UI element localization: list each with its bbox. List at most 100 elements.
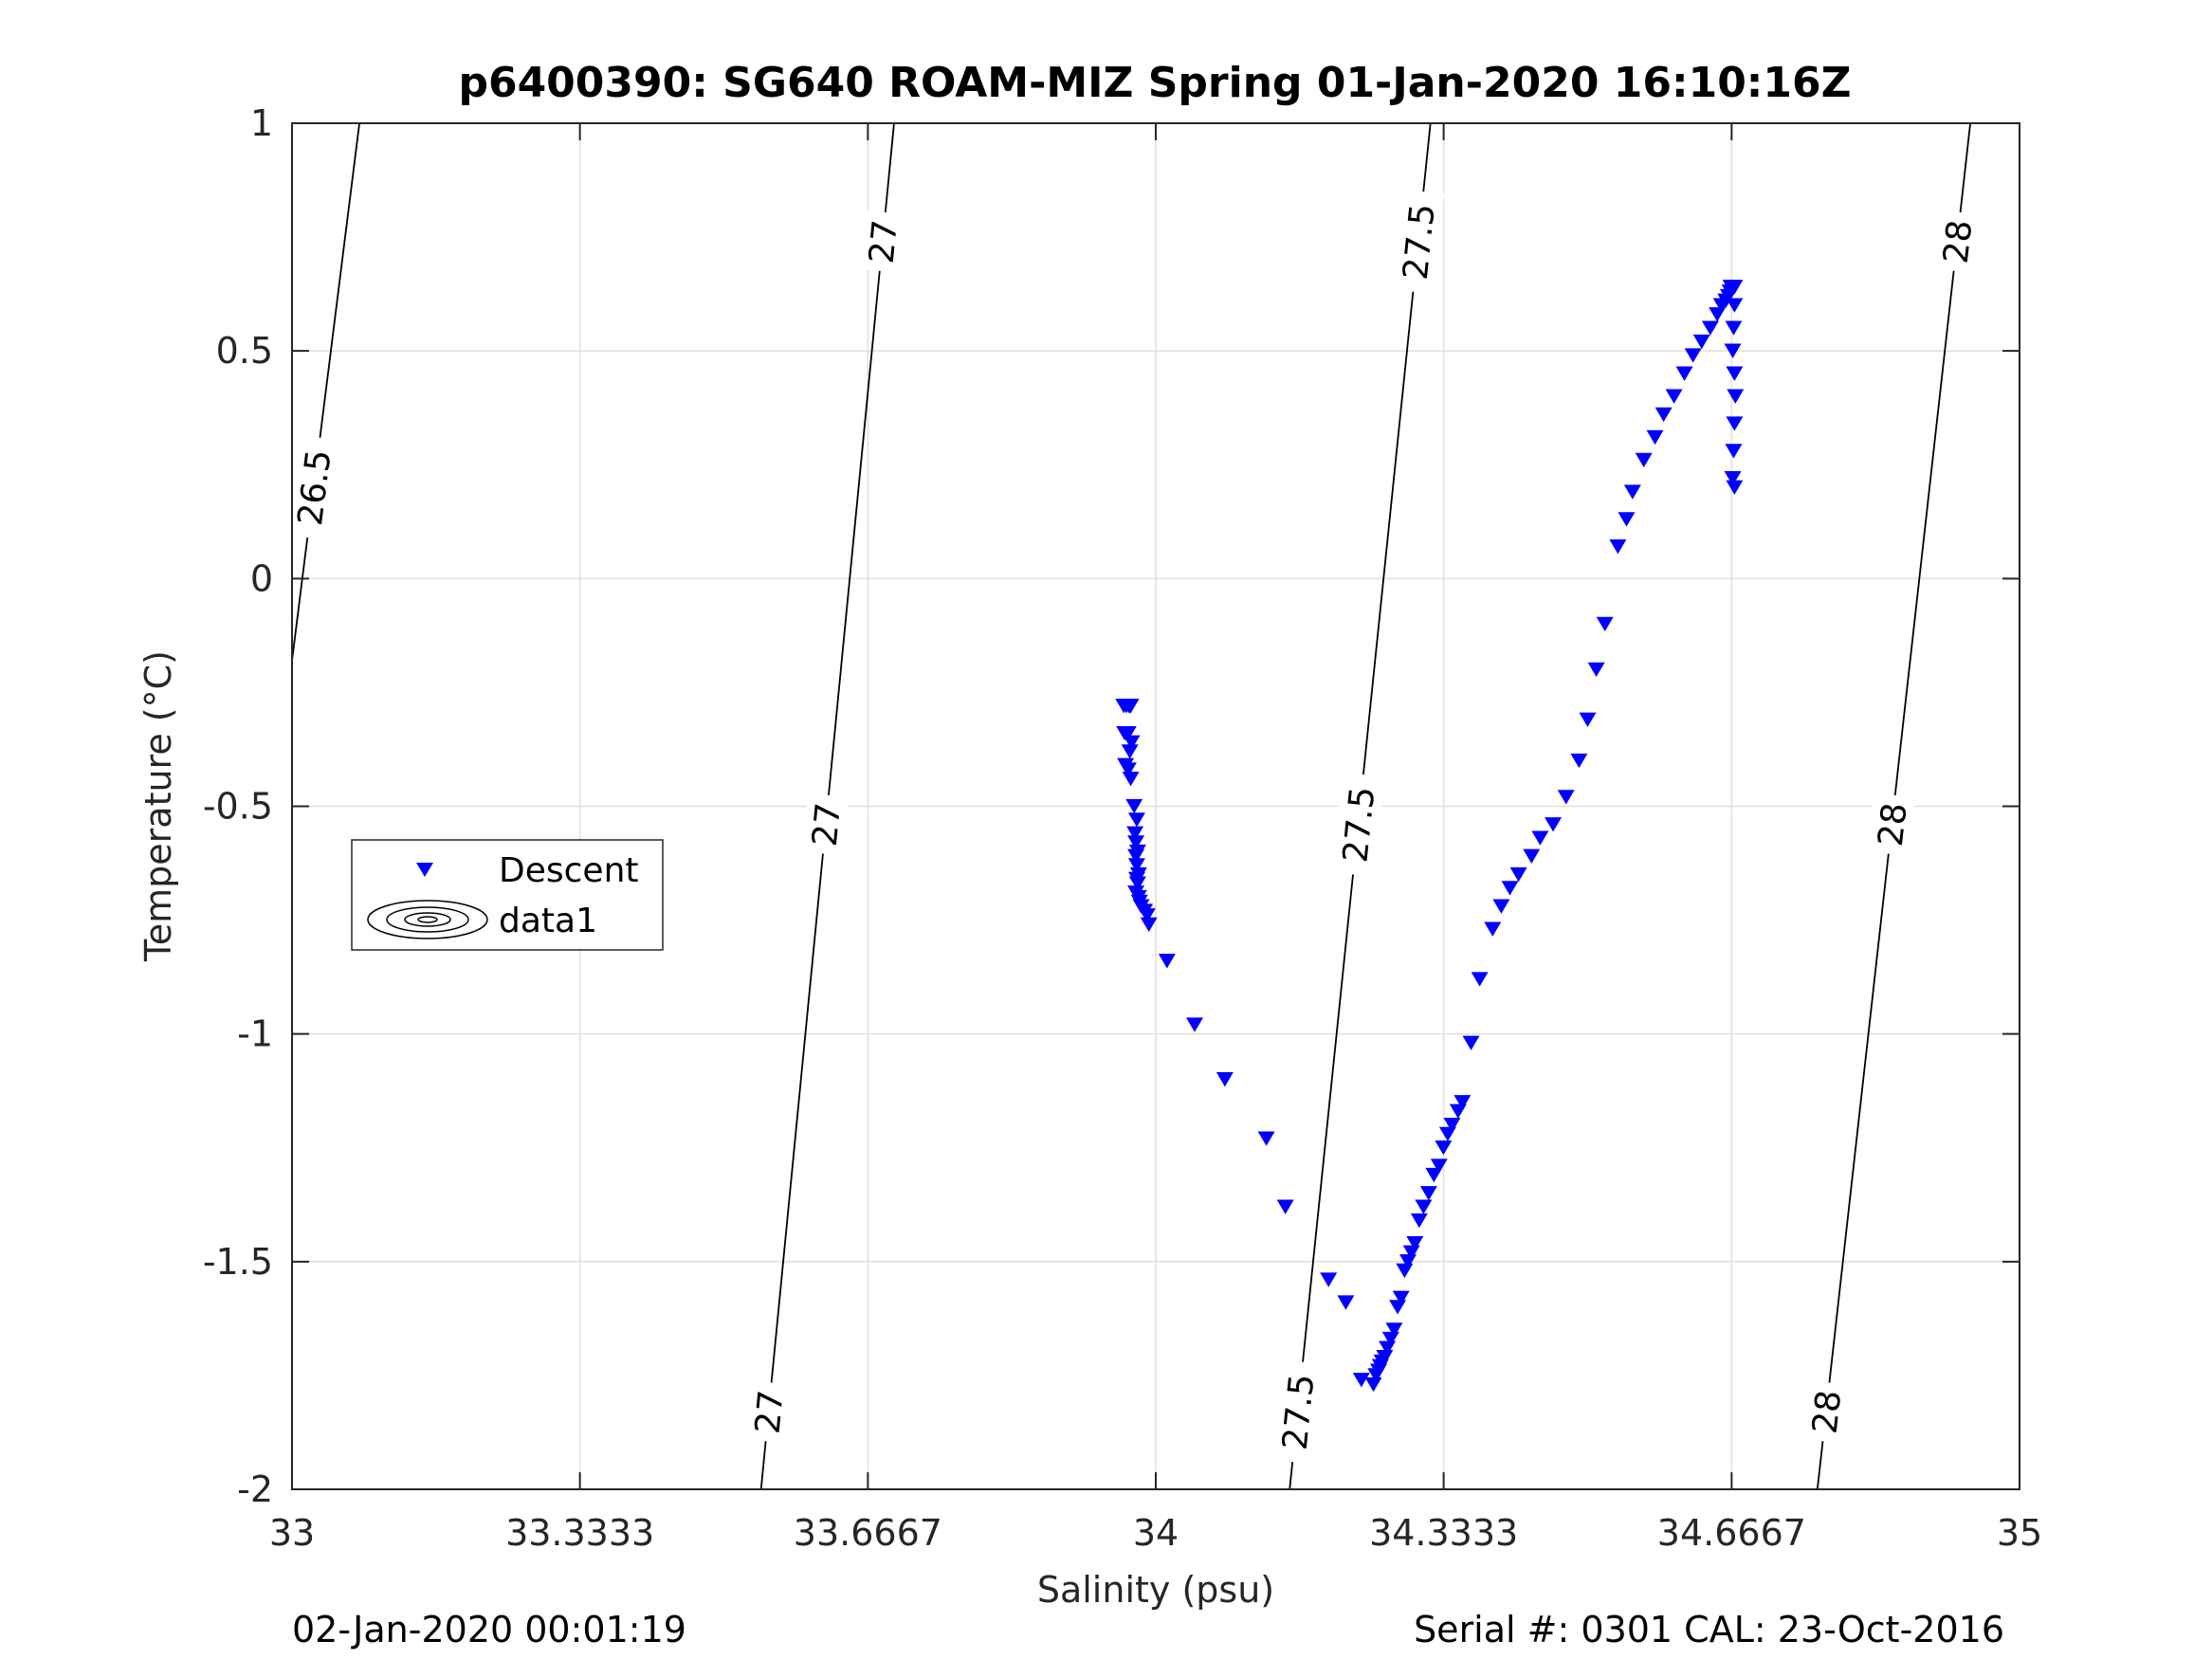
descent-point [1127, 858, 1145, 873]
descent-point [1352, 1373, 1370, 1388]
y-tick-label: -0.5 [203, 786, 273, 828]
descent-point [1140, 917, 1158, 933]
legend-descent-marker [416, 863, 433, 877]
descent-point [1138, 908, 1156, 923]
x-tick-label: 34.6667 [1657, 1512, 1806, 1554]
descent-point [1726, 480, 1744, 495]
descent-point [1501, 881, 1519, 896]
legend-label-descent: Descent [499, 851, 639, 890]
chart-title: p6400390: SG640 ROAM-MIZ Spring 01-Jan-2… [458, 59, 1851, 107]
x-axis-label: Salinity (psu) [1037, 1569, 1274, 1611]
descent-point [1121, 744, 1139, 759]
descent-point [1119, 725, 1137, 741]
contour-label-text: 26.5 [291, 447, 339, 528]
descent-point [1119, 762, 1137, 777]
footer-timestamp: 02-Jan-2020 00:01:19 [292, 1609, 686, 1650]
descent-point [1726, 280, 1744, 295]
descent-point [1128, 876, 1146, 891]
descent-point [1415, 1199, 1433, 1214]
descent-point [1126, 826, 1144, 841]
y-tick-label: -1 [237, 1013, 273, 1055]
contour-label: 26.5 [286, 434, 341, 540]
contour-label-bg [1332, 772, 1384, 877]
isopycnal-line-26-5 [291, 122, 360, 661]
descent-point [1127, 848, 1145, 864]
descent-point [1320, 1272, 1338, 1287]
descent-point [1725, 444, 1743, 459]
x-tick-label: 35 [1997, 1512, 2042, 1554]
x-tick-label: 33.3333 [505, 1512, 654, 1554]
y-axis: -2 -1.5 -1 -0.5 0 0.5 1 [203, 102, 2020, 1510]
descent-point [1635, 452, 1653, 468]
legend-label-data1: data1 [499, 902, 597, 940]
descent-point [1419, 1186, 1437, 1201]
legend: Descent data1 [351, 839, 664, 951]
descent-point [1185, 1017, 1203, 1032]
descent-point [1531, 830, 1549, 846]
descent-point [1587, 662, 1605, 678]
contour-label-bg [1932, 210, 1982, 274]
descent-point [1216, 1072, 1234, 1087]
contour-label-bg [1392, 189, 1445, 294]
contour-label-bg [1271, 1359, 1324, 1465]
y-tick-label: -1.5 [203, 1241, 273, 1283]
x-tick-label: 34.3333 [1369, 1512, 1518, 1554]
descent-point [1596, 616, 1614, 632]
descent-point [1462, 1035, 1480, 1050]
contour-label-text: 28 [1806, 1388, 1850, 1435]
legend-contour-icon [367, 900, 488, 939]
descent-point [1724, 471, 1742, 486]
descent-point [1618, 512, 1636, 527]
descent-point [1453, 1095, 1472, 1110]
descent-point [1430, 1158, 1448, 1174]
descent-point [1158, 954, 1176, 969]
contour-label: 27.5 [1271, 1359, 1324, 1465]
descent-point [1337, 1295, 1355, 1310]
contour-label: 28 [1801, 1380, 1851, 1444]
contour-label: 27 [744, 1380, 793, 1444]
footer-serial-cal: Serial #: 0301 CAL: 23-Oct-2016 [1414, 1609, 2004, 1650]
contour-label: 27 [858, 210, 906, 273]
descent-point [1675, 366, 1693, 381]
descent-point [1406, 1235, 1424, 1251]
contour-label-bg [744, 1380, 793, 1444]
descent-point [1684, 348, 1702, 363]
y-tick-label: 0 [250, 557, 273, 599]
descent-point [1122, 772, 1140, 787]
contour-label-bg [286, 434, 341, 540]
descent-point [1727, 389, 1745, 404]
descent-point [1523, 848, 1541, 864]
descent-point [1376, 1350, 1394, 1365]
descent-point [1701, 320, 1719, 336]
descent-point [1276, 1199, 1294, 1214]
descent-point [1724, 343, 1742, 358]
descent-point [1122, 699, 1140, 714]
contour-label: 28 [1867, 793, 1916, 856]
contour-label: 27.5 [1392, 189, 1445, 294]
descent-point [1471, 972, 1489, 987]
descent-point [1609, 539, 1627, 555]
descent-point [1646, 429, 1664, 446]
descent-point [1692, 334, 1710, 350]
descent-point [1492, 899, 1510, 914]
descent-point [1725, 320, 1743, 336]
descent-point [1654, 407, 1673, 423]
descent-point [1570, 753, 1588, 769]
descent-point [1257, 1131, 1275, 1146]
descent-point [1392, 1290, 1410, 1305]
descent-point [1385, 1322, 1403, 1338]
contour-label-text: 27.5 [1336, 785, 1382, 865]
descent-point [1484, 921, 1502, 937]
descent-point [1509, 866, 1527, 883]
contour-label-bg [802, 793, 850, 856]
contour-label: 27 [802, 793, 850, 856]
descent-series [1115, 280, 1745, 1393]
x-axis: 33 33.3333 33.6667 34 34.3333 34.6667 35 [269, 123, 2042, 1554]
contour-label: 28 [1932, 210, 1982, 274]
y-tick-label: -2 [237, 1468, 273, 1510]
contour-label-bg [858, 210, 906, 273]
descent-point [1726, 416, 1744, 431]
descent-point [1726, 298, 1744, 313]
x-tick-label: 33 [269, 1512, 315, 1554]
